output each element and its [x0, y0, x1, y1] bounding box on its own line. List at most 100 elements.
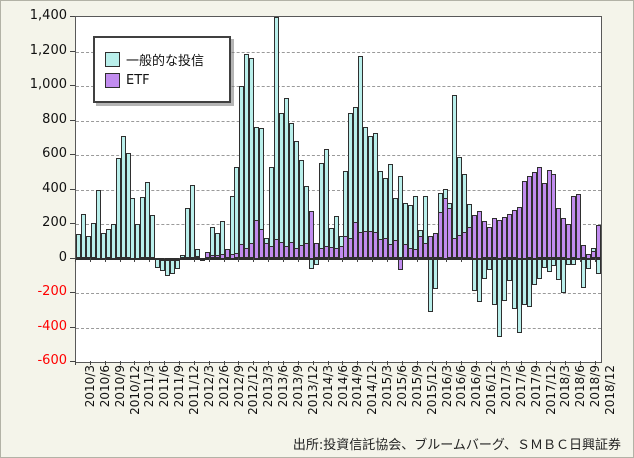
- etf-bar: [130, 257, 136, 260]
- gridline: [76, 189, 601, 191]
- etf-bar: [180, 256, 185, 259]
- etf-bar: [249, 242, 255, 259]
- x-tick-mark: [505, 361, 507, 365]
- etf-bar: [145, 257, 151, 260]
- etf-bar: [358, 231, 364, 259]
- x-tick-label: 2011/12: [187, 365, 201, 415]
- y-tick-mark: [70, 361, 75, 362]
- x-tick-mark: [297, 361, 299, 365]
- etf-bar: [373, 231, 379, 259]
- fund-bar: [536, 258, 542, 280]
- y-tick-mark: [70, 154, 75, 155]
- etf-bar: [264, 242, 270, 259]
- x-tick-mark: [283, 361, 285, 365]
- fund-bar: [397, 175, 403, 259]
- legend-box: 一般的な投信 ETF: [93, 36, 231, 103]
- legend-item-etf: ETF: [105, 73, 219, 88]
- etf-bar: [318, 248, 324, 259]
- etf-bar: [353, 222, 359, 259]
- etf-bar: [457, 235, 463, 259]
- etf-bar: [477, 211, 483, 259]
- etf-bar: [269, 246, 275, 259]
- etf-bar: [303, 242, 309, 259]
- fund-bar: [586, 258, 592, 269]
- etf-bar: [125, 256, 131, 259]
- x-tick-label: 2010/9: [112, 365, 127, 408]
- etf-bar: [447, 208, 453, 259]
- fund-bar: [566, 258, 572, 265]
- x-tick-mark: [520, 361, 522, 365]
- x-tick-label: 2012/12: [246, 365, 261, 415]
- etf-bar: [120, 256, 126, 259]
- etf-bar: [412, 249, 418, 259]
- etf-bar: [437, 211, 443, 259]
- fund-bar: [561, 258, 567, 293]
- etf-bar: [388, 243, 394, 259]
- fund-bar: [313, 258, 319, 266]
- etf-bar: [209, 255, 215, 259]
- x-tick-label: 2014/6: [335, 365, 350, 408]
- etf-bar: [383, 237, 389, 259]
- y-tick-mark: [70, 85, 75, 86]
- y-tick-mark: [70, 188, 75, 190]
- etf-bar: [239, 243, 245, 259]
- x-tick-mark: [372, 257, 374, 262]
- gridline: [76, 293, 601, 294]
- fund-bar: [472, 258, 478, 292]
- y-tick-mark: [70, 119, 75, 121]
- x-tick-label: 2017/6: [513, 365, 528, 408]
- x-tick-label: 2010/3: [83, 365, 97, 408]
- etf-bar: [323, 246, 329, 259]
- y-tick-mark: [70, 326, 75, 328]
- etf-bar: [378, 238, 384, 259]
- x-tick-label: 2014/9: [350, 365, 365, 408]
- etf-bar: [165, 258, 171, 261]
- fund-legend-label: 一般的な投信: [126, 54, 205, 69]
- etf-bar: [541, 182, 547, 259]
- y-tick-label: 0: [58, 249, 67, 265]
- x-tick-mark: [268, 257, 270, 262]
- etf-bar: [259, 229, 265, 259]
- gridline: [76, 327, 601, 329]
- etf-bar: [571, 196, 577, 259]
- x-tick-mark: [208, 361, 210, 365]
- x-tick-label: 2017/9: [528, 365, 543, 408]
- etf-bar: [160, 258, 166, 261]
- gridline: [76, 120, 601, 122]
- etf-bar: [392, 239, 398, 259]
- x-tick-mark: [119, 361, 121, 365]
- etf-bar: [531, 172, 537, 259]
- etf-bar: [427, 236, 433, 259]
- y-tick-mark: [70, 257, 75, 259]
- etf-bar: [586, 254, 592, 259]
- fund-bar: [477, 258, 483, 302]
- fund-bar: [80, 213, 86, 259]
- x-tick-mark: [297, 257, 299, 262]
- x-tick-mark: [223, 257, 225, 262]
- fund-bar: [501, 258, 507, 301]
- x-tick-label: 2011/3: [142, 365, 157, 408]
- x-tick-label: 2015/9: [409, 365, 424, 408]
- etf-bar: [467, 227, 473, 259]
- fund-bar: [546, 258, 552, 273]
- y-tick-mark: [70, 50, 75, 52]
- x-tick-mark: [342, 361, 344, 365]
- etf-bar: [348, 237, 354, 259]
- x-tick-mark: [164, 361, 166, 365]
- x-tick-mark: [149, 361, 151, 365]
- fund-bar: [105, 229, 111, 259]
- fund-bar: [110, 224, 116, 259]
- etf-bar: [338, 245, 344, 259]
- y-tick-label: -400: [37, 318, 67, 334]
- etf-bar: [279, 242, 285, 259]
- fund-bar: [95, 189, 101, 259]
- etf-bar: [591, 250, 597, 259]
- x-tick-label: 2013/6: [276, 365, 291, 408]
- source-note: 出所:投資信託協会、ブルームバーグ、ＳＭＢＣ日興証券: [292, 438, 621, 453]
- y-tick-label: 400: [42, 180, 67, 196]
- x-tick-mark: [416, 257, 418, 262]
- x-tick-mark: [461, 361, 463, 365]
- etf-bar: [432, 233, 438, 259]
- fund-bar: [308, 258, 314, 269]
- etf-bar: [566, 224, 572, 259]
